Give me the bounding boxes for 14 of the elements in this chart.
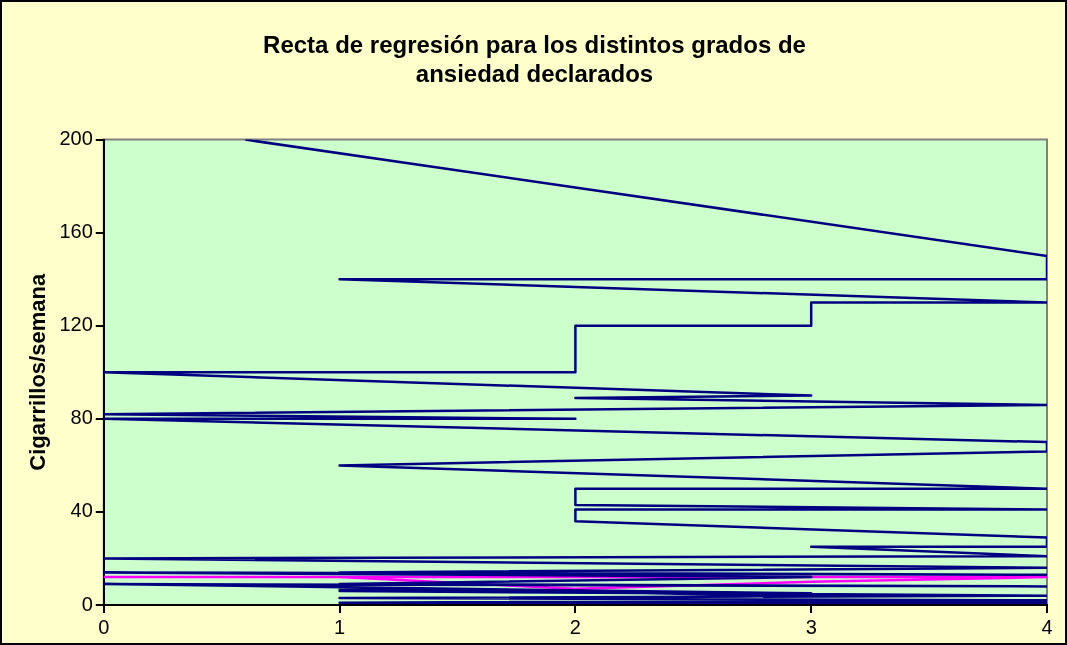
x-tick-label: 3 bbox=[805, 615, 817, 638]
y-tick-label: 80 bbox=[70, 406, 93, 429]
x-tick-label: 4 bbox=[1041, 615, 1053, 638]
y-tick-label: 200 bbox=[59, 127, 93, 150]
x-tick-label: 1 bbox=[334, 615, 346, 638]
y-tick-label: 120 bbox=[59, 313, 93, 336]
y-axis-title: Cigarrillos/semana bbox=[25, 273, 51, 471]
x-tick-label: 2 bbox=[569, 615, 581, 638]
y-tick-label: 40 bbox=[70, 499, 93, 522]
x-tick-label: 0 bbox=[98, 615, 110, 638]
y-tick-label: 160 bbox=[59, 220, 93, 243]
y-tick-label: 0 bbox=[81, 592, 93, 615]
text: Recta de regresión para los distintos grados de bbox=[263, 31, 806, 59]
text: ansiedad declarados bbox=[415, 59, 654, 87]
